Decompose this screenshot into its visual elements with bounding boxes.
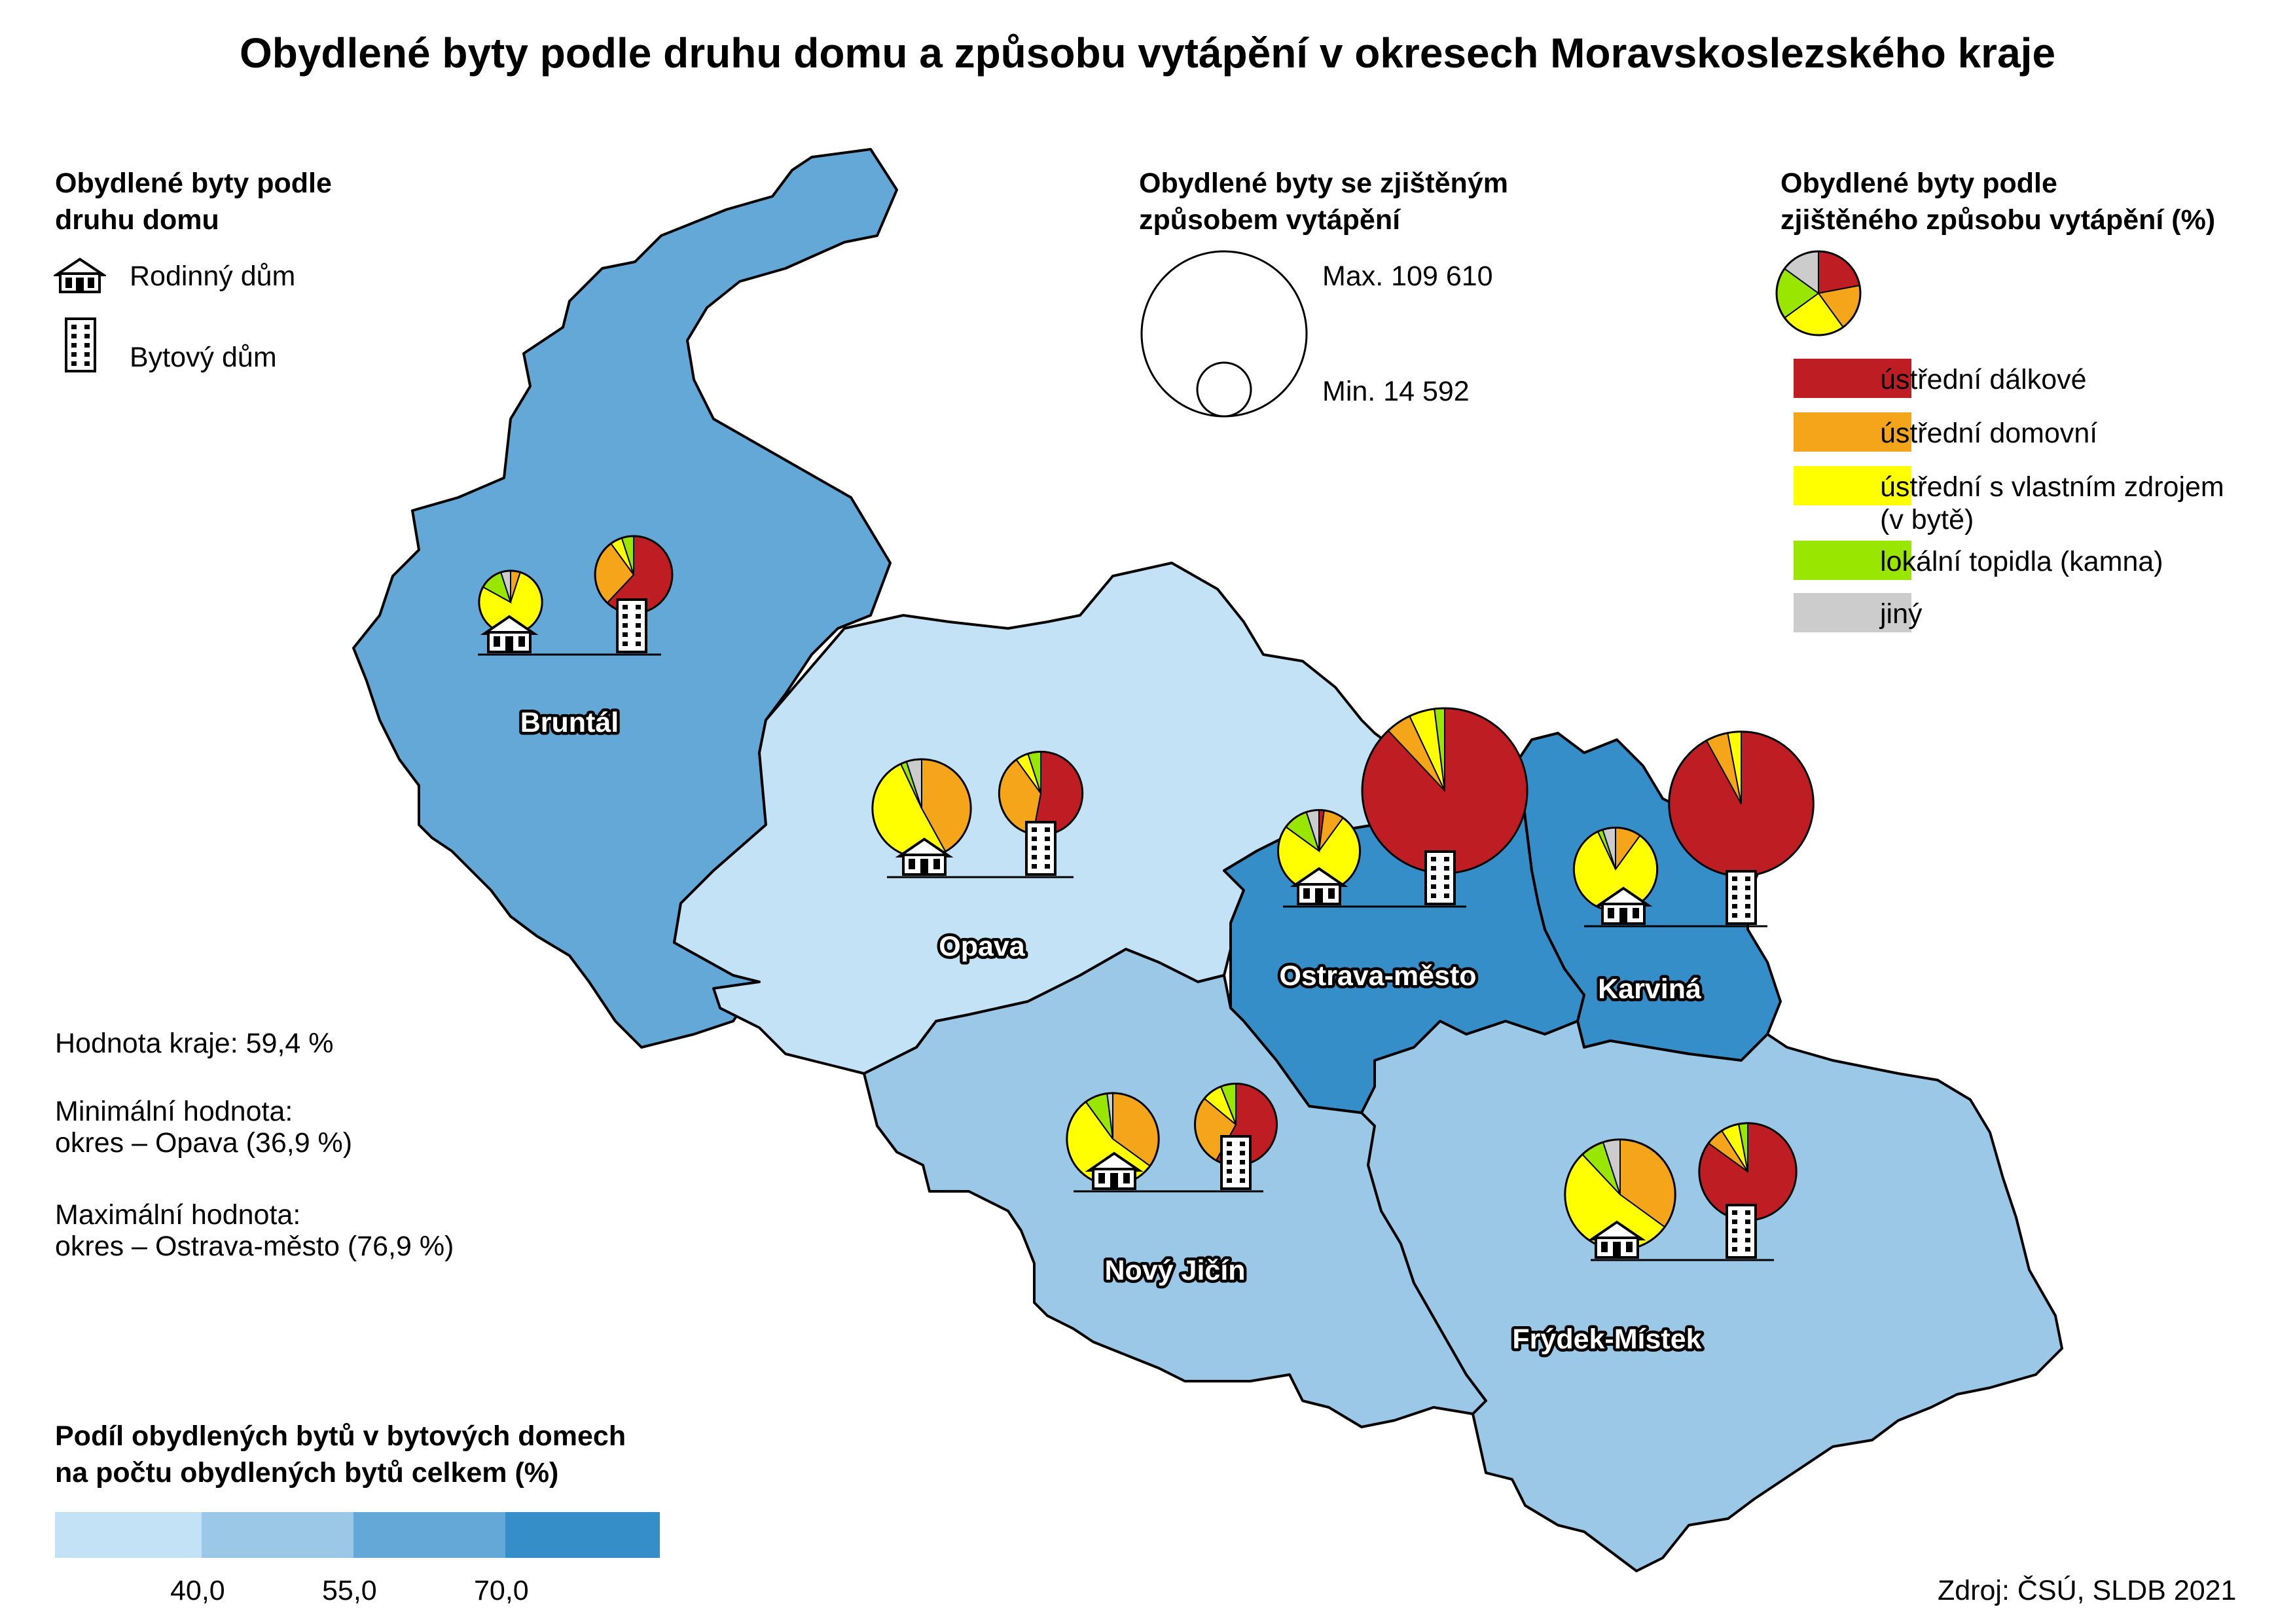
region-value: Hodnota kraje: 59,4 % <box>55 1028 334 1059</box>
district-label-bruntal: Bruntál <box>520 707 619 738</box>
scale-class-3 <box>353 1512 505 1558</box>
apartment-house-label: Bytový dům <box>130 342 277 373</box>
choropleth-legend-heading: Podíl obydlených bytů v bytových domech … <box>55 1418 626 1491</box>
apartment-building-icon-frydek-mistek <box>1726 1204 1757 1259</box>
family-house-icon-frydek-mistek <box>1587 1220 1646 1259</box>
family-house-icon-opava <box>895 837 954 876</box>
pie-family-opava <box>871 758 972 859</box>
heating-heading-line1: Obydlené byty podle <box>1780 168 2057 199</box>
apartment-building-icon-bruntal <box>616 598 647 653</box>
heating-heading-line2: zjištěného způsobu vytápění (%) <box>1780 204 2216 236</box>
apartment-building-icon-novy-jicin <box>1220 1135 1252 1190</box>
house-type-heading-line2: druhu domu <box>55 204 219 236</box>
pie-apartment-bruntal <box>594 535 674 615</box>
min-heading: Minimální hodnota: <box>55 1096 293 1127</box>
swatch-ustredni-dalkove <box>1794 359 1911 398</box>
family-house-icon <box>54 257 106 293</box>
choropleth-heading-line2: na počtu obydlených bytů celkem (%) <box>55 1457 559 1489</box>
size-heading-line1: Obydlené byty se zjištěným <box>1139 168 1508 199</box>
apartment-building-icon-opava <box>1025 821 1057 876</box>
label-ustredni-s-vlastnim-zdrojem-line2: (v bytě) <box>1880 504 1974 535</box>
pie-family-ostrava-mesto <box>1276 808 1362 893</box>
swatch-lokalni-topidla-kamna- <box>1794 541 1911 580</box>
label-jiny: jiný <box>1880 598 1923 630</box>
apartment-building-icon <box>65 317 96 372</box>
label-ustredni-dalkove: ústřední dálkové <box>1880 364 2087 395</box>
size-heading-line2: způsobem vytápění <box>1139 204 1401 236</box>
family-house-icon-karvina <box>1594 886 1653 925</box>
apartment-building-icon-karvina <box>1726 870 1757 925</box>
apartment-building-icon-ostrava-mesto <box>1424 850 1456 905</box>
label-lokalni-topidla-kamna-: lokální topidla (kamna) <box>1880 546 2163 577</box>
map-title: Obydlené byty podle druhu domu a způsobu… <box>239 29 2056 77</box>
source-note: Zdroj: ČSÚ, SLDB 2021 <box>1938 1575 2237 1606</box>
heating-legend-heading: Obydlené byty podle zjištěného způsobu v… <box>1780 165 2215 238</box>
pie-apartment-opava <box>998 750 1084 837</box>
sample-pie-outline <box>1775 250 1862 336</box>
swatch-ustredni-domovni <box>1794 412 1911 452</box>
district-label-karvina: Karviná <box>1598 973 1702 1005</box>
max-value: okres – Ostrava-město (76,9 %) <box>55 1231 454 1262</box>
pie-apartment-karvina <box>1668 731 1815 877</box>
family-house-icon-ostrava-mesto <box>1290 867 1348 905</box>
scale-class-1 <box>55 1512 202 1558</box>
house-type-legend-heading: Obydlené byty podle druhu domu <box>55 165 332 238</box>
heating-legend-sample-pie <box>1775 250 1862 336</box>
size-legend-min: Min. 14 592 <box>1322 376 1470 407</box>
house-type-heading-line1: Obydlené byty podle <box>55 168 332 199</box>
district-label-opava: Opava <box>939 931 1026 962</box>
pie-apartment-frydek-mistek <box>1698 1122 1798 1221</box>
district-label-ostrava-mesto: Ostrava-město <box>1279 960 1476 992</box>
scale-class-4 <box>505 1512 660 1558</box>
min-value: okres – Opava (36,9 %) <box>55 1127 353 1159</box>
district-area-frydek-mistek <box>1360 1020 2063 1572</box>
size-legend-circles <box>1140 250 1308 418</box>
swatch-jiny <box>1794 593 1911 632</box>
district-label-frydek-mistek: Frýdek-Místek <box>1512 1324 1701 1355</box>
max-heading: Maximální hodnota: <box>55 1199 301 1231</box>
pie-apartment-ostrava-mesto <box>1361 707 1528 875</box>
swatch-ustredni-s-vlastnim-zdrojem <box>1794 466 1911 505</box>
scale-class-2 <box>202 1512 353 1558</box>
district-label-novy-jicin: Nový Jičín <box>1104 1255 1245 1286</box>
label-ustredni-s-vlastnim-zdrojem: ústřední s vlastním zdrojem <box>1880 471 2224 503</box>
scale-break-3: 70,0 <box>474 1575 529 1606</box>
sample-pie <box>1775 250 1862 336</box>
size-legend-max: Max. 109 610 <box>1322 261 1493 292</box>
choropleth-heading-line1: Podíl obydlených bytů v bytových domech <box>55 1420 626 1452</box>
scale-break-1: 40,0 <box>170 1575 225 1606</box>
family-house-icon-bruntal <box>480 615 539 653</box>
family-house-icon-novy-jicin <box>1085 1151 1144 1190</box>
scale-break-2: 55,0 <box>322 1575 377 1606</box>
district-area-novy-jicin <box>863 948 1487 1428</box>
size-legend-heading: Obydlené byty se zjištěným způsobem vytá… <box>1139 165 1508 238</box>
family-house-label: Rodinný dům <box>130 261 296 292</box>
label-ustredni-domovni: ústřední domovní <box>1880 418 2098 449</box>
